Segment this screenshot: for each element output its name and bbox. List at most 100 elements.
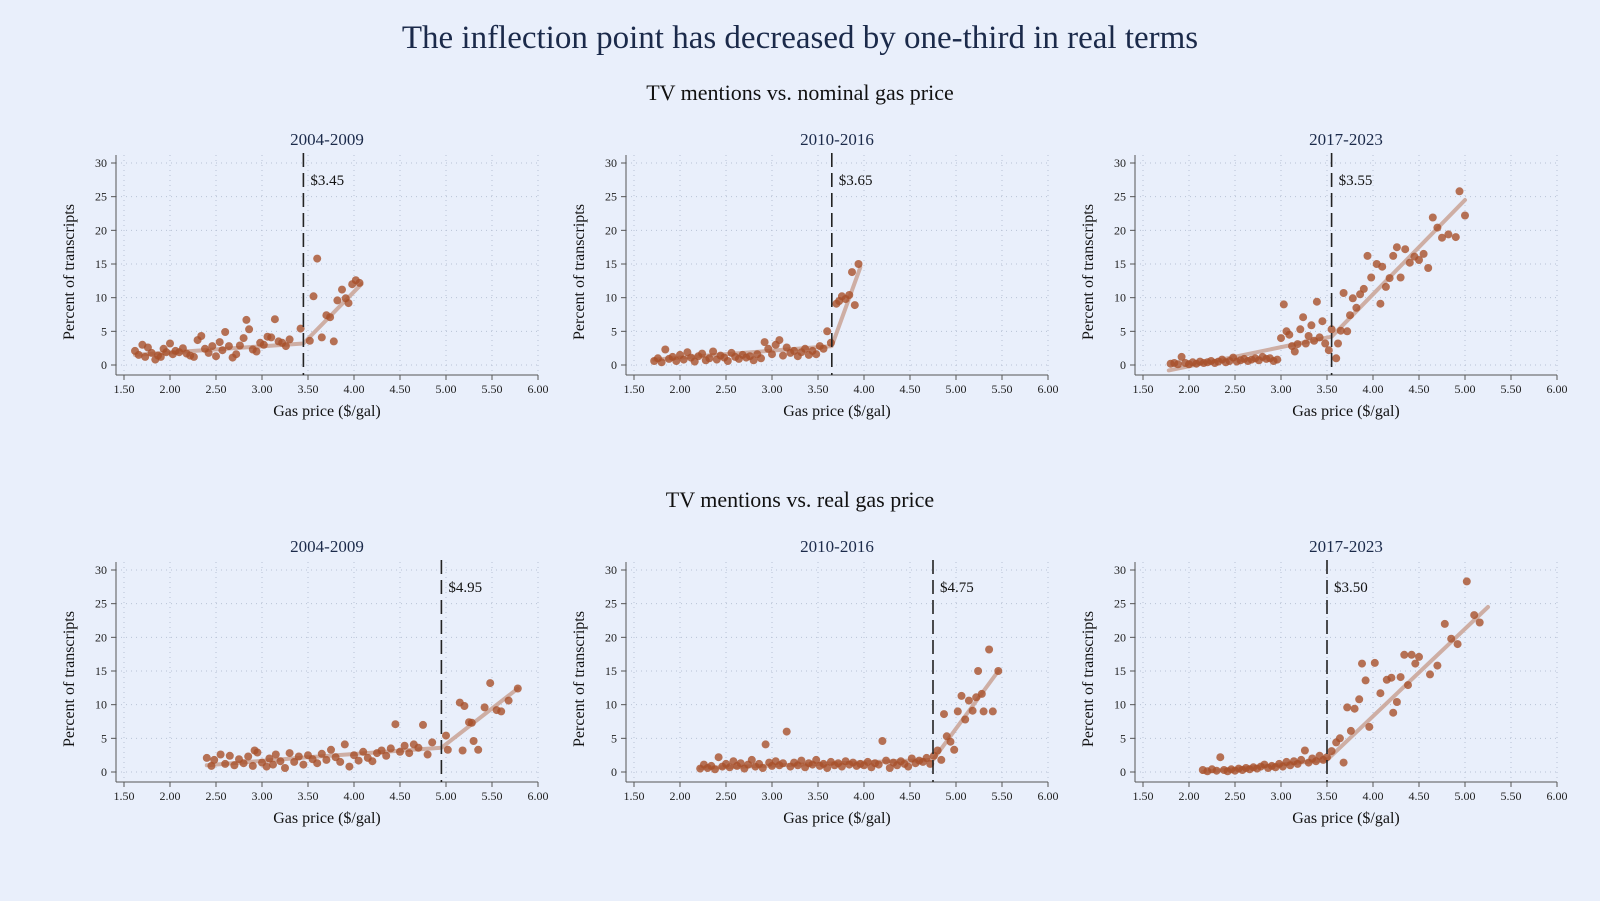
data-point (779, 759, 787, 768)
data-point (823, 327, 832, 336)
data-point (672, 357, 681, 365)
x-tick-label: 3.50 (808, 789, 829, 803)
data-point (1348, 294, 1357, 303)
data-point (305, 336, 314, 345)
data-point (826, 338, 835, 347)
row-title-nominal: TV mentions vs. nominal gas price (646, 80, 954, 105)
data-point (761, 740, 770, 749)
data-point (749, 356, 758, 365)
inflection-label: $3.50 (1334, 580, 1368, 596)
data-point (1405, 258, 1414, 267)
data-point (336, 757, 345, 766)
data-point (265, 754, 274, 763)
y-tick-label: 25 (1114, 597, 1126, 611)
data-point (1385, 274, 1394, 283)
data-point (723, 357, 732, 365)
x-tick-label: 5.50 (992, 789, 1013, 803)
main-title: The inflection point has decreased by on… (401, 20, 1199, 56)
data-point (480, 703, 489, 712)
data-point (244, 752, 253, 761)
chart-title: 2017-2023 (1309, 537, 1383, 556)
x-axis-label: Gas price ($/gal) (783, 810, 891, 827)
data-point (1216, 753, 1225, 762)
data-point (309, 292, 318, 301)
x-tick-label: 4.50 (1409, 382, 1430, 396)
x-tick-label: 5.50 (482, 789, 503, 803)
inflection-label: $3.45 (310, 173, 344, 189)
chart-real-2017-2023: 2017-2023 0 5 10 15 20 25 30 1.50 2.00 2.50 3.00 3.5… (1069, 532, 1569, 832)
x-axis-label: Gas price ($/gal) (273, 403, 381, 420)
y-tick-label: 30 (605, 563, 617, 577)
x-tick-label: 5.50 (1501, 789, 1522, 803)
data-point (1401, 245, 1410, 254)
data-point (1318, 317, 1327, 326)
data-point (345, 762, 354, 771)
data-point (779, 351, 787, 360)
y-tick-label: 10 (95, 291, 107, 305)
data-point (1327, 747, 1336, 756)
y-tick-label: 15 (1114, 664, 1126, 678)
data-point (904, 762, 913, 771)
data-point (1177, 352, 1186, 361)
y-tick-label: 0 (101, 358, 107, 372)
fit-line (1166, 198, 1467, 373)
x-tick-label: 2.00 (1179, 789, 1200, 803)
x-tick-label: 2.00 (160, 789, 181, 803)
data-point (1279, 300, 1288, 309)
data-point (474, 745, 483, 754)
chart-title: 2010-2016 (800, 130, 874, 149)
data-point (979, 707, 988, 716)
data-point (705, 354, 714, 363)
data-point (1404, 681, 1412, 690)
data-point (414, 743, 423, 752)
data-point (1323, 753, 1331, 762)
data-point (1396, 273, 1405, 282)
x-axis-label: Gas price ($/gal) (783, 403, 891, 420)
x-tick-label: 5.00 (1455, 789, 1476, 803)
x-tick-label: 6.00 (1547, 382, 1568, 396)
data-point (854, 260, 863, 268)
y-tick-label: 5 (1120, 731, 1126, 745)
y-axis-label: Percent of transcripts (1080, 204, 1097, 340)
row-title-real: TV mentions vs. real gas price (665, 487, 935, 512)
data-point (212, 352, 220, 361)
y-tick-label: 20 (95, 223, 107, 237)
data-point (714, 753, 723, 762)
data-point (1350, 704, 1359, 713)
data-point (1324, 346, 1333, 355)
data-point (1174, 360, 1182, 369)
data-point (994, 667, 1003, 675)
data-point (1212, 766, 1221, 775)
chart-title: 2004-2009 (290, 537, 364, 556)
data-point (1343, 703, 1352, 712)
data-point (797, 756, 806, 765)
x-tick-label: 3.50 (298, 382, 319, 396)
data-point (657, 358, 666, 367)
data-point (225, 751, 234, 760)
data-point (1299, 313, 1308, 322)
data-point (1334, 339, 1342, 348)
x-tick-label: 1.50 (624, 789, 645, 803)
data-point (1290, 347, 1299, 356)
data-point (267, 333, 276, 342)
data-point (1415, 256, 1423, 264)
x-tick-label: 2.00 (1179, 382, 1200, 396)
x-tick-label: 5.00 (436, 789, 457, 803)
data-point (281, 764, 289, 772)
data-point (253, 748, 262, 757)
x-tick-label: 4.50 (390, 382, 411, 396)
data-point (1343, 327, 1352, 336)
x-tick-label: 1.50 (624, 382, 645, 396)
data-point (189, 352, 198, 361)
data-point (271, 750, 280, 759)
data-point (204, 348, 213, 357)
fit-line (1200, 605, 1490, 774)
data-point (377, 746, 386, 755)
y-tick-label: 10 (605, 291, 617, 305)
y-tick-label: 30 (1114, 156, 1126, 170)
data-point (338, 285, 346, 294)
x-tick-label: 3.00 (252, 382, 273, 396)
y-tick-label: 0 (1120, 765, 1126, 779)
x-tick-label: 2.50 (716, 789, 737, 803)
chart-real-2010-2016: 2010-2016 0 5 10 15 20 25 30 1.50 2.00 2.50 3.00 3.5… (560, 532, 1060, 832)
